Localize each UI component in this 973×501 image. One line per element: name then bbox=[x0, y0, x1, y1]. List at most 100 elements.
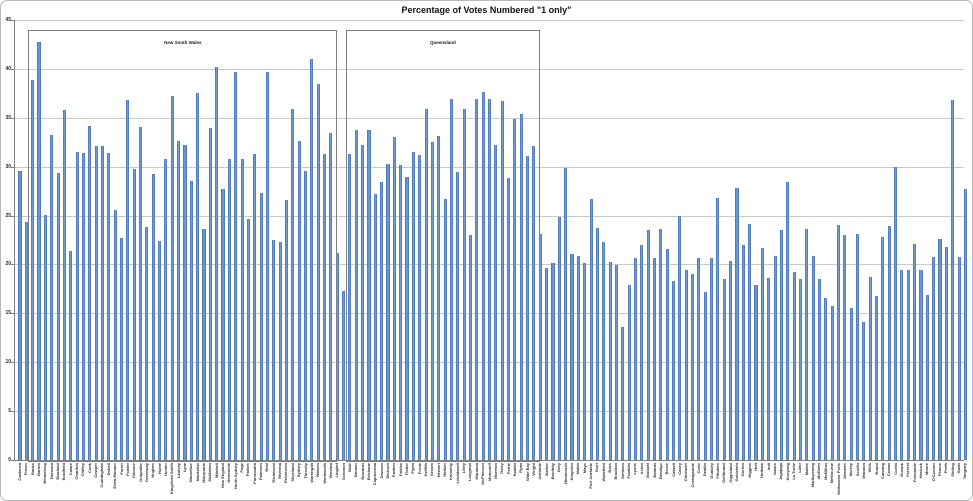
bar bbox=[665, 248, 669, 460]
bar bbox=[354, 130, 358, 460]
bar bbox=[602, 241, 606, 460]
bar bbox=[963, 189, 967, 460]
bar bbox=[507, 178, 511, 460]
x-axis-label: Groom bbox=[429, 463, 435, 477]
x-axis-label: Lingiari bbox=[334, 463, 340, 478]
bar bbox=[297, 141, 301, 460]
y-axis-tick-label: 35 bbox=[5, 114, 11, 121]
y-axis-tick bbox=[11, 264, 14, 266]
x-axis-label: Hunter bbox=[162, 463, 168, 476]
x-axis-label: Throsby bbox=[302, 463, 308, 479]
bar bbox=[107, 152, 111, 460]
x-axis-label: Bowman bbox=[359, 463, 365, 480]
state-annotation-label: New South Wales bbox=[164, 40, 202, 45]
x-axis-label: Isaacs bbox=[772, 463, 778, 476]
x-axis-label: Corio bbox=[695, 463, 701, 474]
bar bbox=[335, 252, 339, 460]
bar bbox=[240, 158, 244, 460]
x-axis-label: Lilley bbox=[461, 463, 467, 474]
bar bbox=[151, 174, 155, 460]
x-axis-label: Werriwa bbox=[327, 463, 333, 479]
x-axis-label: Forrest bbox=[905, 463, 911, 477]
x-axis-label: McMillan bbox=[822, 463, 828, 480]
x-axis-label: Ballarat bbox=[645, 463, 651, 478]
x-axis-label: Melbourne bbox=[829, 463, 835, 484]
y-axis-tick-label: 10 bbox=[5, 359, 11, 366]
x-axis-label: Parkes bbox=[245, 463, 251, 477]
x-axis-label: Oxley bbox=[499, 463, 505, 474]
bar bbox=[925, 294, 929, 460]
bar bbox=[69, 250, 73, 460]
x-axis-label: Rankin bbox=[511, 463, 517, 477]
x-axis-label: Hughes bbox=[150, 463, 156, 478]
x-axis-label: Kingsford Smith bbox=[169, 463, 175, 495]
bar bbox=[437, 136, 441, 460]
bar bbox=[158, 240, 162, 460]
state-annotation-box: Queensland bbox=[345, 30, 541, 462]
bar bbox=[894, 166, 898, 460]
bar bbox=[164, 158, 168, 460]
bar bbox=[177, 141, 181, 460]
bar bbox=[855, 234, 860, 460]
x-axis-label: Wright bbox=[530, 463, 536, 476]
x-axis-label: Barker bbox=[543, 463, 549, 476]
state-annotation-box: New South Wales bbox=[28, 30, 338, 462]
x-axis-label: Dawson bbox=[378, 463, 384, 479]
bar bbox=[900, 270, 904, 460]
bar bbox=[741, 244, 745, 460]
bar bbox=[81, 152, 85, 460]
bar bbox=[779, 230, 783, 460]
x-axis-label: Fremantle bbox=[911, 463, 917, 483]
x-axis-label: Gellibrand bbox=[721, 463, 727, 483]
bar bbox=[735, 188, 739, 460]
x-axis-label: Forde bbox=[416, 463, 422, 475]
y-gridline bbox=[14, 20, 964, 21]
x-axis-label: Blair bbox=[346, 463, 352, 472]
x-axis-label: Moreton bbox=[492, 463, 498, 479]
x-axis-label: Mallee bbox=[803, 463, 809, 476]
bar bbox=[88, 125, 92, 460]
x-axis-label: McMahon bbox=[207, 463, 213, 482]
bar bbox=[881, 237, 885, 460]
x-axis-label: Griffith bbox=[423, 463, 429, 477]
x-axis-label: Hinkler bbox=[442, 463, 448, 477]
bar bbox=[627, 284, 631, 460]
x-axis-label: Moncrieff bbox=[486, 463, 492, 481]
x-axis-label: Paterson bbox=[258, 463, 264, 481]
bar bbox=[875, 295, 879, 460]
x-axis-label: Solomon bbox=[340, 463, 346, 481]
bar bbox=[18, 170, 22, 460]
bar bbox=[234, 71, 238, 460]
y-axis-tick-label: 45 bbox=[5, 17, 11, 23]
x-axis-label: Grey bbox=[556, 463, 562, 473]
bar bbox=[361, 145, 365, 460]
x-axis-label: Brand bbox=[873, 463, 879, 475]
x-axis-label: Hume bbox=[156, 463, 162, 475]
x-axis-label: Petrie bbox=[505, 463, 511, 475]
bar bbox=[392, 137, 396, 460]
bar bbox=[310, 59, 314, 460]
bar bbox=[551, 263, 555, 460]
x-axis-label: Dickson bbox=[385, 463, 390, 479]
x-axis-label: Capricornia bbox=[372, 463, 378, 486]
bar bbox=[31, 79, 35, 460]
y-axis-line bbox=[14, 20, 15, 461]
x-axis-label: Perth bbox=[943, 463, 949, 474]
x-axis-label: Adelaide bbox=[537, 463, 543, 480]
bar bbox=[284, 199, 289, 460]
x-axis-label: Gorton bbox=[740, 463, 746, 477]
bar bbox=[710, 257, 714, 460]
x-axis-label: Scullin bbox=[854, 463, 860, 477]
x-axis-label: Bonner bbox=[353, 463, 359, 477]
x-axis-label: Jagajaga bbox=[778, 463, 784, 481]
bar bbox=[748, 224, 752, 460]
bar bbox=[342, 290, 346, 460]
bar bbox=[50, 135, 54, 460]
x-axis-label: Cowper bbox=[93, 463, 99, 478]
bar bbox=[386, 163, 390, 460]
x-axis-label: Tangney bbox=[962, 463, 968, 480]
bar bbox=[646, 230, 650, 460]
bar bbox=[100, 146, 105, 460]
bar bbox=[519, 113, 523, 460]
